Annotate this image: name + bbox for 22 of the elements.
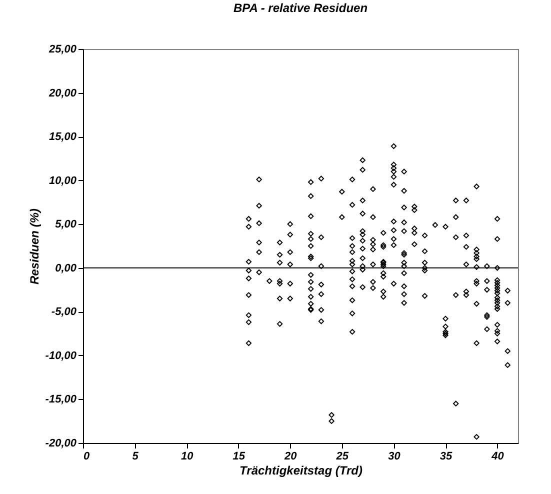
x-tick-label: 20 [284,450,298,462]
y-tick-label: 10,00 [48,174,78,187]
x-tick-label: 40 [490,450,505,462]
y-tick-label: 20,00 [48,87,78,100]
y-tick-label: -10,00 [45,350,78,362]
x-tick-label: 15 [232,450,246,462]
y-tick-label: 0,00 [55,262,78,274]
y-tick-label: 25,00 [48,44,78,56]
x-tick-label: 30 [388,450,402,462]
x-tick-label: 35 [440,450,453,462]
x-tick-label: 25 [335,450,350,462]
x-tick-label: 0 [84,450,90,462]
x-axis-title: Trächtigkeitstag (Trd) [240,464,362,478]
y-axis-title: Residuen (%) [27,208,42,285]
y-tick-label: 5,00 [55,218,78,231]
y-tick-label: -15,00 [45,394,78,406]
x-tick-label: 10 [180,450,194,462]
y-tick-label: -20,00 [45,438,78,450]
x-tick-label: 5 [132,450,140,462]
chart-title: BPA - relative Residuen [233,1,368,15]
y-tick-label: 15,00 [48,131,78,144]
y-tick-label: -5,00 [51,306,78,318]
